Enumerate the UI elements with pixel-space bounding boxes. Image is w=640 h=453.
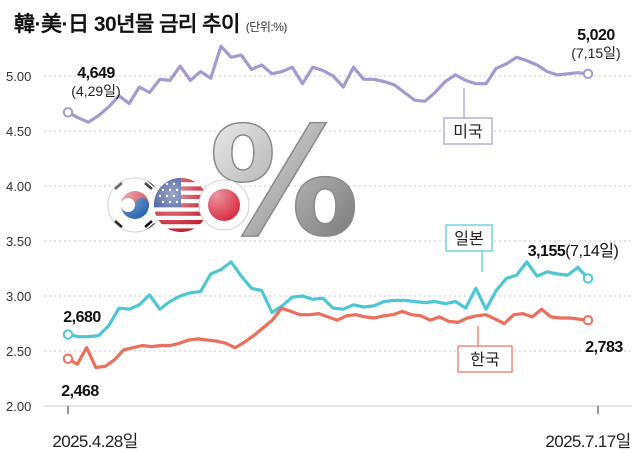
label-box-frame	[457, 345, 513, 373]
y-tick-label: 4.00	[6, 179, 31, 194]
label-box-frame	[445, 224, 493, 252]
series-한국	[62, 306, 594, 370]
y-tick-label: 4.50	[6, 124, 31, 139]
y-axis: 2.00 2.50 3.00 3.50 4.00 4.50 5.00	[6, 69, 31, 414]
value-annotation: 4,649(4,29일)	[71, 65, 120, 99]
chart-title-text: 韓·美·日 30년물 금리 추이	[14, 13, 240, 36]
value-annotation: 2,468	[61, 383, 100, 400]
x-label-start: 2025.4.28일	[52, 432, 137, 451]
label-box-frame	[443, 117, 493, 145]
annotation-value: 2,783	[585, 339, 623, 356]
y-tick-label: 2.00	[6, 399, 31, 414]
series-line	[66, 260, 590, 339]
series-line	[66, 44, 590, 124]
series-label-box: 한국	[457, 326, 513, 373]
series-start-marker	[62, 353, 74, 364]
series-start-marker	[62, 107, 74, 118]
annotation-value: 2,468	[61, 383, 99, 400]
value-annotation: 2,783	[585, 339, 624, 356]
series-일본	[62, 260, 594, 340]
annotation-date: (4,29일)	[71, 83, 120, 99]
series-layer	[62, 44, 594, 370]
annotation-date: (7,15일)	[571, 45, 620, 61]
series-end-marker	[582, 315, 594, 326]
series-name-label: 일본	[454, 230, 483, 248]
korea-flag-icon	[107, 177, 163, 233]
annotation-value: 5,020	[577, 27, 615, 44]
series-미국	[62, 44, 594, 124]
grid-lines	[44, 75, 632, 414]
chart-title: 韓·美·日 30년물 금리 추이 (단위:%)	[14, 8, 287, 38]
series-end-marker	[582, 273, 594, 284]
unit-label: (단위:%)	[245, 20, 288, 34]
value-annotation: 2,680	[63, 309, 102, 326]
y-tick-label: 3.50	[6, 234, 31, 249]
flags	[107, 177, 250, 233]
y-tick-label: 2.50	[6, 344, 31, 359]
series-line	[66, 306, 590, 370]
series-label-box: 일본	[445, 224, 493, 272]
annotation-value: 4,649	[77, 65, 115, 82]
value-annotation: 5,020(7,15일)	[571, 27, 620, 61]
series-start-marker	[62, 329, 74, 340]
series-label-box: 미국	[443, 88, 493, 145]
y-tick-label: 5.00	[6, 69, 31, 84]
value-annotation: 3,155(7,14일)	[528, 242, 619, 260]
series-name-label: 한국	[470, 351, 499, 369]
series-name-label: 미국	[453, 123, 482, 141]
annotation-text: 3,155(7,14일)	[528, 242, 619, 260]
series-end-marker	[582, 68, 594, 80]
japan-flag-icon	[198, 179, 250, 231]
y-tick-label: 3.00	[6, 289, 31, 304]
annotation-value: 2,680	[63, 309, 101, 326]
x-label-end: 2025.7.17일	[545, 432, 630, 451]
